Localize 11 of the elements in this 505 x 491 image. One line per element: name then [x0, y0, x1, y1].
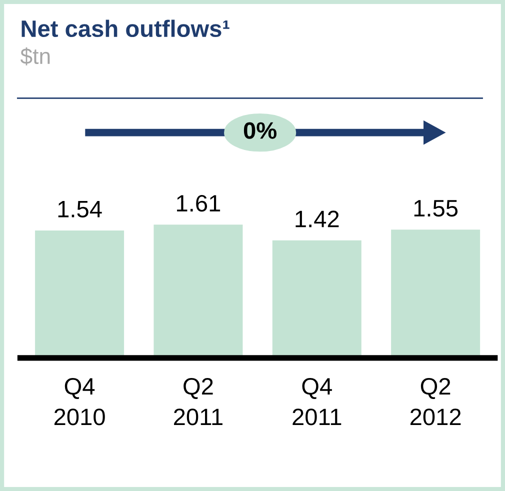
chart-title: Net cash outflows¹ — [22, 20, 230, 38]
x-tick-label: Q2 2012 — [410, 378, 461, 426]
x-tick-label: Q4 2011 — [292, 378, 342, 426]
data-label: 1.61 — [177, 194, 220, 212]
text: 0% — [244, 122, 277, 139]
data-label: 1.42 — [296, 210, 339, 228]
x-tick-label: Q4 2010 — [54, 378, 105, 426]
data-label: 1.54 — [58, 200, 102, 218]
chart-subtitle: $tn — [20, 47, 50, 66]
data-label: 1.55 — [414, 200, 458, 217]
x-tick-label: Q2 2011 — [174, 378, 222, 426]
